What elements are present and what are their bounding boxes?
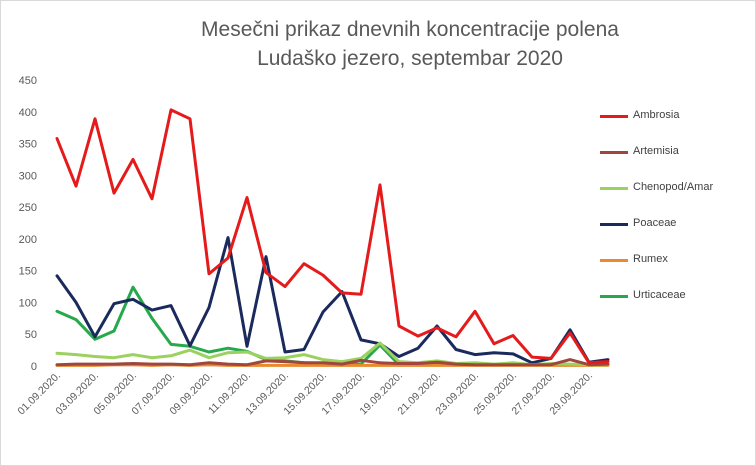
series-line-ambrosia	[55, 108, 610, 365]
x-axis: 01.09.2020.03.09.2020.05.09.2020.07.09.2…	[15, 365, 608, 417]
legend-swatch	[600, 295, 628, 298]
y-tick-label: 450	[19, 75, 37, 87]
series-line-urticaceae	[55, 285, 610, 367]
legend-item-ambrosia: Ambrosia	[600, 108, 750, 124]
chart-title: Mesečni prikaz dnevnih koncentracije pol…	[201, 18, 619, 41]
legend-item-rumex: Rumex	[600, 252, 750, 268]
legend-swatch	[600, 115, 628, 118]
y-tick-label: 250	[19, 202, 37, 214]
legend-item-poaceae: Poaceae	[600, 216, 750, 232]
y-tick-label: 0	[31, 361, 37, 373]
y-tick-label: 50	[25, 329, 37, 341]
chart-subtitle: Ludaško jezero, septembar 2020	[257, 47, 563, 70]
y-tick-label: 200	[19, 234, 37, 246]
legend-swatch	[600, 259, 628, 262]
legend-label: Artemisia	[633, 145, 679, 157]
series-lines	[55, 108, 610, 367]
legend-item-artemisia: Artemisia	[600, 144, 750, 160]
legend-item-chenopod-amar: Chenopod/Amar	[600, 180, 750, 196]
legend-swatch	[600, 151, 628, 154]
series-line-chenopod-amar	[55, 341, 610, 367]
y-tick-label: 400	[19, 107, 37, 119]
y-axis: 0 50 100 150 200 250 300 350 400 450	[19, 75, 37, 373]
legend-item-urticaceae: Urticaceae	[600, 288, 750, 304]
y-tick-label: 300	[19, 170, 37, 182]
legend-swatch	[600, 223, 628, 226]
y-tick-label: 350	[19, 139, 37, 151]
legend-label: Chenopod/Amar	[633, 181, 714, 193]
y-tick-label: 150	[19, 266, 37, 278]
legend-label: Urticaceae	[633, 289, 686, 301]
series-line-poaceae	[55, 236, 610, 365]
y-tick-label: 100	[19, 297, 37, 309]
legend-swatch	[600, 187, 628, 190]
series-line-artemisia	[55, 358, 610, 367]
legend-label: Poaceae	[633, 217, 677, 229]
legend-label: Ambrosia	[633, 109, 680, 121]
legend-label: Rumex	[633, 253, 668, 265]
